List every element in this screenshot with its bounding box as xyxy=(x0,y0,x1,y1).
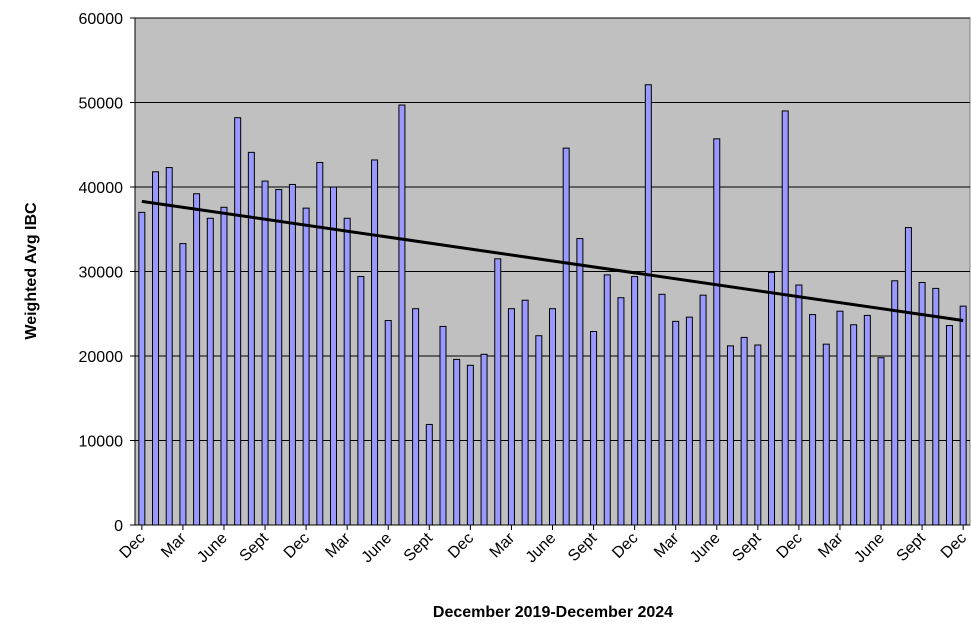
bar xyxy=(549,308,556,526)
bar xyxy=(152,171,160,526)
bar xyxy=(261,180,269,526)
bar xyxy=(918,281,926,526)
bar xyxy=(740,336,748,526)
bar xyxy=(371,159,379,526)
bar xyxy=(685,316,693,526)
bar xyxy=(275,189,283,526)
x-tick-label: Sept xyxy=(729,529,765,565)
x-tick-label: Dec xyxy=(774,530,806,562)
bar xyxy=(234,117,242,526)
x-tick-label: Sept xyxy=(894,529,930,565)
bar xyxy=(768,271,776,526)
bar xyxy=(206,217,214,526)
bar xyxy=(863,314,871,526)
bar xyxy=(466,364,474,526)
bar xyxy=(726,345,734,526)
bar xyxy=(713,138,721,526)
bar xyxy=(809,314,817,526)
y-tick-label: 10000 xyxy=(79,434,124,451)
x-tick-label: Mar xyxy=(158,529,190,561)
bar xyxy=(507,308,515,526)
bar xyxy=(959,305,967,526)
bar xyxy=(590,330,598,526)
bar xyxy=(480,353,488,526)
bar xyxy=(795,284,803,526)
bar xyxy=(576,238,584,526)
bar xyxy=(439,325,447,526)
x-tick-label: Dec xyxy=(938,530,970,562)
y-tick-label: 20000 xyxy=(79,349,124,366)
bar xyxy=(658,293,666,526)
bar xyxy=(781,110,789,526)
bar xyxy=(398,104,406,526)
bar xyxy=(412,308,420,526)
bar xyxy=(631,276,639,526)
x-tick-label: June xyxy=(687,530,724,567)
bar xyxy=(699,294,707,526)
x-axis-title: December 2019-December 2024 xyxy=(433,604,673,621)
y-axis-title: Weighted Avg IBC xyxy=(23,202,40,340)
x-tick-label: Sept xyxy=(401,529,437,565)
bar xyxy=(904,227,912,526)
x-tick-label: Dec xyxy=(445,530,477,562)
bar xyxy=(425,423,433,526)
y-tick-label: 60000 xyxy=(79,11,124,28)
bar xyxy=(562,147,570,526)
x-tick-label: Sept xyxy=(565,529,601,565)
bar xyxy=(891,280,899,526)
bar xyxy=(247,151,255,526)
trendline xyxy=(141,199,964,322)
x-tick-label: Dec xyxy=(281,530,313,562)
bar xyxy=(357,276,365,526)
bar xyxy=(877,357,885,526)
x-tick-label: June xyxy=(523,530,560,567)
bar xyxy=(165,167,173,526)
bar xyxy=(316,161,324,526)
x-tick-label: June xyxy=(851,530,888,567)
bar xyxy=(343,217,351,526)
bar xyxy=(850,324,858,526)
bar xyxy=(603,274,611,526)
bar xyxy=(754,344,762,526)
bar xyxy=(494,258,502,526)
x-tick-label: Mar xyxy=(815,529,847,561)
x-tick-label: Mar xyxy=(322,529,354,561)
bar xyxy=(384,320,392,526)
y-tick-label: 30000 xyxy=(79,265,124,282)
bar xyxy=(644,84,652,526)
x-tick-label: Mar xyxy=(487,529,519,561)
x-tick-label: Sept xyxy=(237,529,273,565)
bar xyxy=(193,193,201,526)
x-tick-label: June xyxy=(194,530,231,567)
bar xyxy=(179,243,187,526)
y-tick-label: 0 xyxy=(114,518,123,535)
bar xyxy=(521,299,529,526)
x-tick-label: June xyxy=(359,530,396,567)
bar xyxy=(932,287,940,526)
bar xyxy=(302,207,310,526)
bar xyxy=(138,211,146,526)
bar xyxy=(945,325,953,526)
x-tick-label: Dec xyxy=(609,530,641,562)
bar xyxy=(617,297,625,526)
bar xyxy=(329,186,337,526)
bar xyxy=(288,183,296,526)
bar xyxy=(535,335,543,526)
bar xyxy=(220,206,228,526)
y-tick-label: 40000 xyxy=(79,180,124,197)
y-tick-label: 50000 xyxy=(79,96,124,113)
bar xyxy=(672,320,680,526)
bar xyxy=(822,343,830,526)
bar xyxy=(453,358,461,526)
bar xyxy=(836,310,844,526)
x-tick-label: Mar xyxy=(651,529,683,561)
